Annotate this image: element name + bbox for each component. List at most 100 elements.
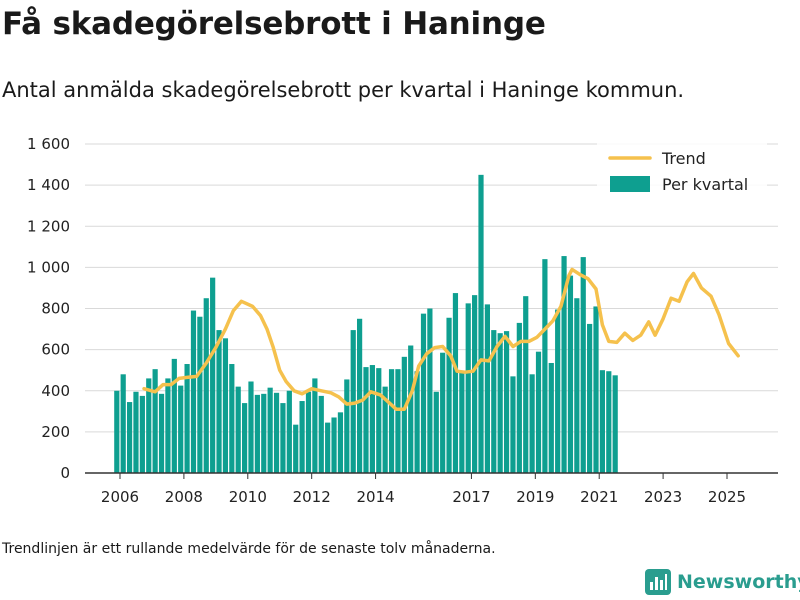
bar bbox=[440, 352, 446, 473]
bar bbox=[210, 277, 216, 473]
bar bbox=[165, 378, 171, 473]
y-axis-ticks: 0 200 400 600 800 1 000 1 200 1 400 1 600 bbox=[27, 135, 70, 482]
bar bbox=[331, 417, 337, 473]
bar bbox=[593, 306, 599, 473]
bar bbox=[535, 351, 542, 473]
bar bbox=[612, 375, 618, 473]
bar bbox=[484, 304, 490, 473]
brand[interactable]: Newsworthy bbox=[645, 569, 800, 595]
bar bbox=[299, 401, 305, 473]
x-tick-label: 2010 bbox=[229, 488, 267, 506]
bar bbox=[472, 295, 478, 473]
bar bbox=[459, 372, 465, 473]
bar bbox=[561, 256, 567, 473]
bar bbox=[203, 298, 209, 473]
bar bbox=[325, 422, 331, 473]
bar bbox=[414, 371, 420, 473]
x-tick-label: 2017 bbox=[452, 488, 490, 506]
bar bbox=[241, 403, 248, 473]
bar bbox=[433, 391, 439, 473]
bar bbox=[120, 374, 126, 473]
bar bbox=[248, 381, 254, 473]
bar bbox=[158, 393, 165, 473]
bar bbox=[606, 371, 612, 473]
footnote: Trendlinjen är ett rullande medelvärde f… bbox=[2, 541, 496, 557]
y-tick-label: 600 bbox=[41, 341, 70, 359]
x-tick-label: 2008 bbox=[165, 488, 203, 506]
bar bbox=[408, 345, 414, 473]
bar bbox=[382, 386, 388, 473]
legend: Trend Per kvartal bbox=[597, 140, 767, 204]
bar bbox=[293, 424, 299, 473]
brand-name: Newsworthy bbox=[677, 571, 800, 593]
bar bbox=[273, 392, 280, 473]
bar bbox=[312, 378, 318, 473]
bar bbox=[446, 317, 452, 473]
y-tick-label: 400 bbox=[41, 382, 70, 400]
x-tick-label: 2006 bbox=[101, 488, 139, 506]
bar bbox=[139, 395, 145, 473]
bar bbox=[369, 365, 375, 473]
bar bbox=[222, 338, 229, 473]
bar bbox=[465, 303, 471, 473]
bar bbox=[286, 390, 292, 473]
bar bbox=[574, 298, 580, 473]
bar bbox=[395, 369, 401, 473]
bar bbox=[344, 379, 350, 473]
bar bbox=[376, 368, 382, 473]
y-tick-label: 800 bbox=[41, 300, 70, 318]
bar bbox=[548, 362, 554, 473]
x-tick-label: 2014 bbox=[356, 488, 394, 506]
x-tick-label: 2012 bbox=[293, 488, 331, 506]
bar bbox=[190, 310, 197, 473]
bar bbox=[510, 376, 516, 473]
bar bbox=[216, 330, 222, 473]
bar bbox=[318, 395, 324, 473]
bar bbox=[542, 259, 548, 473]
bar bbox=[305, 391, 312, 473]
chart-subtitle: Antal anmälda skadegörelsebrott per kvar… bbox=[2, 78, 685, 102]
bar bbox=[580, 257, 586, 473]
y-tick-label: 1 000 bbox=[27, 258, 70, 276]
bar bbox=[280, 403, 286, 473]
chart-title: Få skadegörelsebrott i Haninge bbox=[2, 6, 546, 42]
bar-chart-logo-icon bbox=[645, 569, 671, 595]
y-tick-label: 1 200 bbox=[27, 217, 70, 235]
bar bbox=[491, 330, 497, 473]
bar bbox=[427, 308, 433, 473]
bar bbox=[567, 275, 574, 473]
bar bbox=[267, 387, 273, 473]
bar bbox=[261, 393, 267, 473]
bar bbox=[587, 323, 593, 473]
bar bbox=[529, 374, 535, 473]
bar bbox=[229, 364, 235, 473]
trend-line bbox=[142, 267, 740, 412]
bar bbox=[171, 358, 177, 473]
y-tick-label: 0 bbox=[60, 464, 70, 482]
bar bbox=[337, 412, 344, 473]
legend-bar-swatch bbox=[610, 176, 650, 192]
bar bbox=[133, 391, 139, 473]
x-tick-label: 2019 bbox=[516, 488, 554, 506]
bar bbox=[452, 293, 459, 473]
bar bbox=[497, 333, 503, 473]
bar bbox=[503, 331, 510, 473]
x-tick-label: 2021 bbox=[580, 488, 618, 506]
bar bbox=[126, 402, 133, 473]
y-tick-label: 1 400 bbox=[27, 176, 70, 194]
x-tick-label: 2023 bbox=[644, 488, 682, 506]
bar bbox=[401, 356, 407, 473]
x-tick-label: 2025 bbox=[708, 488, 746, 506]
bar bbox=[254, 394, 260, 473]
bar bbox=[420, 313, 427, 473]
bar bbox=[555, 309, 561, 473]
bar bbox=[388, 369, 395, 473]
x-axis-ticks: 2006 2008 2010 2012 2014 2017 2019 2021 2023 2025 bbox=[101, 473, 746, 506]
y-tick-label: 200 bbox=[41, 423, 70, 441]
legend-trend-label: Trend bbox=[661, 149, 706, 168]
legend-bar-label: Per kvartal bbox=[662, 175, 748, 194]
bar bbox=[114, 390, 120, 473]
bar bbox=[178, 385, 184, 473]
bar bbox=[363, 367, 369, 473]
